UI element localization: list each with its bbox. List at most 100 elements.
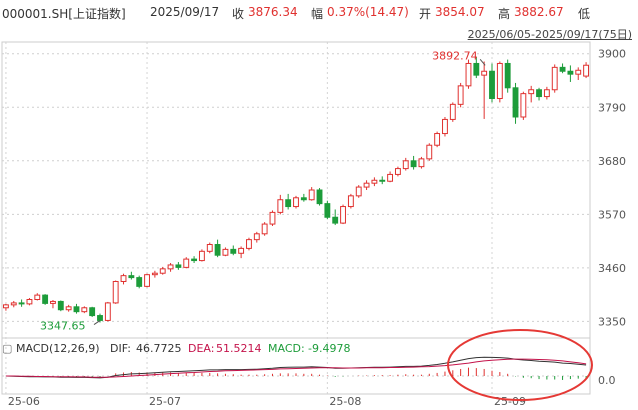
- candle-body: [57, 300, 64, 311]
- highlight-circle: [447, 329, 593, 401]
- candle: [26, 298, 33, 306]
- candle-body: [120, 275, 127, 282]
- macd-value: -9.4978: [308, 342, 351, 355]
- x-tick-label: 25-07: [149, 395, 181, 408]
- open-label: 开: [419, 7, 432, 21]
- candle: [183, 257, 190, 269]
- candle-body: [379, 179, 386, 182]
- candle-body: [81, 307, 88, 313]
- candle: [159, 266, 166, 275]
- candle: [324, 200, 331, 220]
- candle-body: [191, 258, 198, 262]
- candle: [206, 242, 213, 254]
- annotation-high: 3892.74: [432, 49, 478, 62]
- candle: [175, 262, 182, 270]
- change-label: 幅: [311, 7, 324, 21]
- candle: [426, 143, 433, 161]
- annotation-pointer: [93, 320, 101, 325]
- high-value: 3882.67: [514, 5, 564, 19]
- candle: [167, 263, 174, 272]
- candle: [222, 247, 229, 257]
- candle: [191, 256, 198, 263]
- candle-body: [528, 89, 535, 95]
- candle: [355, 185, 362, 198]
- candle-body: [551, 66, 558, 91]
- candle-body: [198, 250, 205, 262]
- close-label: 收: [232, 7, 245, 21]
- candle-body: [308, 189, 315, 201]
- candle: [434, 131, 441, 148]
- candle: [559, 63, 566, 74]
- candle: [316, 188, 323, 206]
- plot-frame: [1, 41, 591, 395]
- candle: [418, 156, 425, 169]
- candle-body: [104, 302, 111, 321]
- candle: [496, 61, 503, 103]
- candle: [128, 271, 135, 280]
- candle-body: [394, 168, 401, 175]
- candle-body: [253, 233, 260, 241]
- candle: [277, 194, 284, 215]
- candle-body: [316, 189, 323, 205]
- candle: [512, 82, 519, 124]
- candle-body: [34, 294, 41, 300]
- candle: [457, 82, 464, 108]
- candle-body: [512, 87, 519, 118]
- candle-body: [159, 268, 166, 274]
- candle-body: [175, 264, 182, 268]
- candle: [465, 59, 472, 89]
- candle-body: [410, 160, 417, 168]
- candle-body: [26, 299, 33, 305]
- candle-body: [387, 173, 394, 182]
- dif-label: DIF:: [110, 342, 131, 355]
- candle-body: [504, 62, 511, 89]
- candle-body: [214, 244, 221, 256]
- candle-body: [457, 85, 464, 105]
- candle: [473, 57, 480, 79]
- macd-value-label: MACD:: [268, 342, 305, 355]
- candle-body: [151, 272, 158, 276]
- dea-line: [5, 358, 587, 378]
- candle: [363, 180, 370, 190]
- y-tick-label: 3350: [598, 315, 626, 328]
- candle: [402, 157, 409, 171]
- candle-body: [363, 182, 370, 188]
- candle: [136, 275, 143, 289]
- index-code: 000001.SH[上证指数]: [2, 7, 126, 21]
- candle: [300, 193, 307, 202]
- candle: [151, 270, 158, 278]
- candle-body: [543, 89, 550, 98]
- date-range-link[interactable]: 2025/06/05-2025/09/17(75日): [467, 28, 632, 41]
- collapse-icon[interactable]: ▢: [2, 342, 13, 355]
- candle-body: [128, 275, 135, 279]
- candle-body: [222, 248, 229, 256]
- candle-body: [449, 103, 456, 120]
- candle-body: [536, 89, 542, 98]
- y-tick-label: 3790: [598, 101, 626, 114]
- open-value: 3854.07: [435, 5, 485, 19]
- y-tick-label: 3900: [598, 48, 626, 61]
- candle-body: [261, 223, 268, 235]
- y-tick-label: 3570: [598, 208, 626, 221]
- candle-body: [418, 158, 425, 168]
- candle: [81, 306, 88, 314]
- candle: [410, 155, 417, 170]
- candle: [73, 303, 80, 314]
- candle: [261, 222, 268, 236]
- candle-body: [136, 277, 143, 287]
- candle-body: [575, 69, 582, 75]
- candle-body: [442, 118, 448, 135]
- candle-body: [50, 300, 56, 304]
- candle-body: [269, 211, 276, 225]
- low-label: 低: [578, 7, 591, 21]
- x-tick-label: 25-09: [494, 395, 526, 408]
- candle: [57, 300, 64, 312]
- candle-body: [18, 302, 25, 305]
- x-tick-label: 25-06: [8, 395, 40, 408]
- candle-body: [246, 239, 252, 249]
- candle-body: [489, 70, 495, 100]
- candle: [34, 293, 41, 301]
- candle: [394, 166, 401, 177]
- candle-body: [402, 160, 409, 170]
